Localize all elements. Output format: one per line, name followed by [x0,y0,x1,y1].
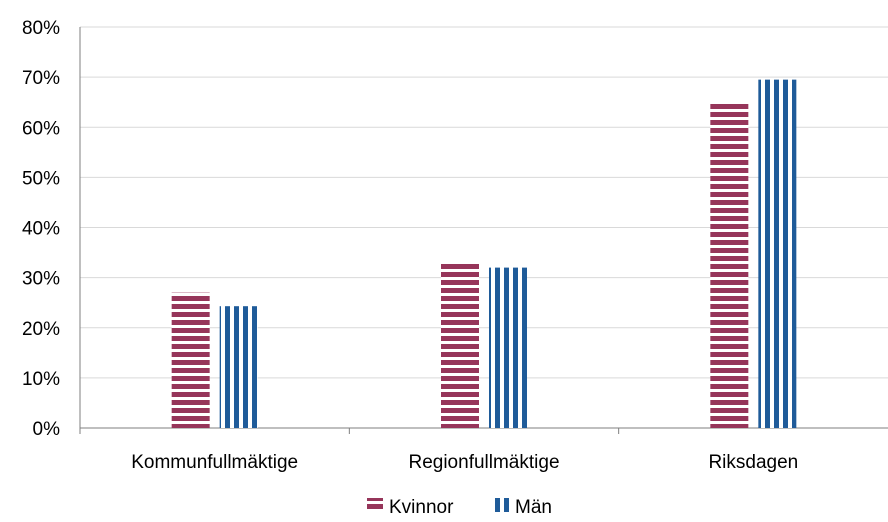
bar-man [489,267,527,428]
y-tick-label: 20% [22,319,60,340]
legend-label-kvinnor: Kvinnor [389,497,454,518]
y-tick-label: 80% [22,18,60,39]
bar-kvinnor [441,262,479,428]
y-tick-label: 40% [22,219,60,240]
x-category-label: Regionfullmäktige [408,452,559,473]
legend-swatch-kvinnor [367,498,383,512]
gridlines [80,26,888,379]
legend-swatch-man [495,498,511,512]
x-category-labels: Kommunfullmäktige Regionfullmäktige Riksda… [131,452,798,473]
y-tick-label: 10% [22,369,60,390]
legend: Kvinnor Män [367,497,552,518]
y-tick-label: 70% [22,68,60,89]
y-tick-labels: 0% 10% 20% 30% 40% 50% 60% 70% 80% [22,18,60,440]
y-tick-label: 60% [22,118,60,139]
x-category-label: Kommunfullmäktige [131,452,298,473]
legend-label-man: Män [515,497,552,518]
bars [171,79,797,428]
bar-man [219,306,258,428]
y-tick-label: 50% [22,168,60,189]
bar-man [758,79,797,428]
axes [79,27,888,434]
bar-kvinnor [171,292,210,428]
bar-kvinnor [710,102,749,428]
y-tick-label: 0% [33,419,61,440]
x-category-label: Riksdagen [708,452,798,473]
y-tick-label: 30% [22,269,60,290]
